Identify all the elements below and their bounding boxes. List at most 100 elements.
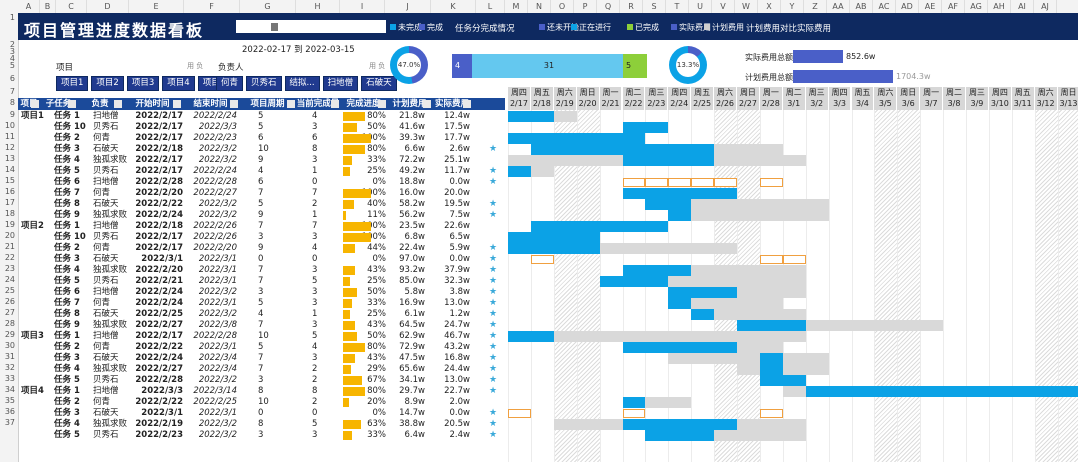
column-header-g[interactable]: G [240,0,296,13]
row-header-2[interactable]: 2 [9,40,15,49]
row-header-16[interactable]: 16 [4,187,15,196]
column-header-v[interactable]: V [712,0,735,13]
project-button-3[interactable]: 项目3 [126,76,160,91]
filter-dropdown-icon[interactable] [114,100,122,108]
column-header-ab[interactable]: AB [850,0,873,13]
row-header-21[interactable]: 21 [4,242,15,251]
row-header-15[interactable]: 15 [4,176,15,185]
table-header-9[interactable]: 实际费用 [432,98,472,110]
row-header-1[interactable]: 1 [9,13,15,22]
row-header-11[interactable]: 11 [4,132,15,141]
row-header-23[interactable]: 23 [4,264,15,273]
row-header-33[interactable]: 33 [4,374,15,383]
filter-dropdown-icon[interactable] [230,100,238,108]
filter-dropdown-icon[interactable] [423,100,431,108]
column-header-af[interactable]: AF [942,0,965,13]
column-header-r[interactable]: R [620,0,643,13]
row-header-24[interactable]: 24 [4,275,15,284]
row-header-18[interactable]: 18 [4,209,15,218]
filter-dropdown-icon[interactable] [378,100,386,108]
table-header-1[interactable]: 子任务 [40,98,77,110]
row-header-22[interactable]: 22 [4,253,15,262]
row-header-12[interactable]: 12 [4,143,15,152]
row-header-19[interactable]: 19 [4,220,15,229]
row-header-6[interactable]: 6 [9,74,15,83]
row-header-9[interactable]: 9 [9,110,15,119]
column-header-h[interactable]: H [296,0,340,13]
row-header-8[interactable]: 8 [9,98,15,107]
row-header-20[interactable]: 20 [4,231,15,240]
column-header-n[interactable]: N [528,0,551,13]
person-button-4[interactable]: 扫地僧 [322,76,359,91]
column-header-q[interactable]: Q [597,0,620,13]
table-header-0[interactable]: 项目 [18,98,40,110]
filter-dropdown-icon[interactable] [173,100,181,108]
row-header-4[interactable]: 4 [9,54,15,63]
column-header-e[interactable]: E [129,0,184,13]
row-header-35[interactable]: 35 [4,396,15,405]
column-header-ah[interactable]: AH [988,0,1011,13]
column-header-l[interactable]: L [476,0,505,13]
column-header-ai[interactable]: AI [1011,0,1034,13]
column-header-aj[interactable]: AJ [1034,0,1057,13]
column-header-w[interactable]: W [735,0,758,13]
column-header-f[interactable]: F [184,0,240,13]
column-header-u[interactable]: U [689,0,712,13]
row-header-5[interactable]: 5 [9,61,15,70]
table-header-8[interactable]: 计划费用 [387,98,432,110]
project-button-4[interactable]: 项目4 [162,76,195,91]
column-header-p[interactable]: P [574,0,597,13]
row-header-14[interactable]: 14 [4,165,15,174]
row-header-29[interactable]: 29 [4,330,15,339]
row-header-10[interactable]: 10 [4,121,15,130]
table-header-2[interactable]: 负责 [77,98,123,110]
column-header-d[interactable]: D [87,0,129,13]
row-header-27[interactable]: 27 [4,308,15,317]
slider-thumb[interactable] [271,23,278,31]
filter-dropdown-icon[interactable] [463,100,471,108]
column-header-ag[interactable]: AG [965,0,988,13]
table-header-3[interactable]: 开始时间 [123,98,182,110]
slider-control[interactable] [236,20,386,33]
row-header-7[interactable]: 7 [9,87,15,96]
column-header-k[interactable]: K [431,0,476,13]
row-header-28[interactable]: 28 [4,319,15,328]
column-header-i[interactable]: I [340,0,385,13]
person-button-3[interactable]: 结拟... [284,76,320,91]
column-header-x[interactable]: X [758,0,781,13]
table-header-4[interactable]: 结束时间 [182,98,239,110]
row-header-3[interactable]: 3 [9,47,15,56]
filter-dropdown-icon[interactable] [31,100,39,108]
table-header-5[interactable]: 项目周期 [239,98,296,110]
column-header-y[interactable]: Y [781,0,804,13]
row-header-37[interactable]: 37 [4,418,15,427]
row-header-36[interactable]: 36 [4,407,15,416]
row-header-30[interactable]: 30 [4,341,15,350]
column-header-aa[interactable]: AA [827,0,850,13]
column-header-ac[interactable]: AC [873,0,896,13]
filter-dropdown-icon[interactable] [68,100,76,108]
row-header-32[interactable]: 32 [4,363,15,372]
column-header-b[interactable]: B [40,0,56,13]
column-header-a[interactable]: A [18,0,40,13]
project-button-2[interactable]: 项目2 [91,76,124,91]
row-header-25[interactable]: 25 [4,286,15,295]
column-header-c[interactable]: C [56,0,87,13]
filter-dropdown-icon[interactable] [331,100,339,108]
column-header-j[interactable]: J [385,0,431,13]
column-header-ae[interactable]: AE [919,0,942,13]
column-header-z[interactable]: Z [804,0,827,13]
person-button-1[interactable]: 何青 [216,76,244,91]
project-button-1[interactable]: 项目1 [56,76,89,91]
table-header-6[interactable]: 当前完成量 [296,98,340,110]
column-header-m[interactable]: M [505,0,528,13]
row-header-31[interactable]: 31 [4,352,15,361]
filter-dropdown-icon[interactable] [287,100,295,108]
row-header-13[interactable]: 13 [4,154,15,163]
row-header-34[interactable]: 34 [4,385,15,394]
table-header-7[interactable]: 完成进度 [340,98,387,110]
person-button-2[interactable]: 贝秀石 [246,76,282,91]
column-header-ad[interactable]: AD [896,0,919,13]
column-header-s[interactable]: S [643,0,666,13]
person-button-5[interactable]: 石破天 [361,76,397,91]
